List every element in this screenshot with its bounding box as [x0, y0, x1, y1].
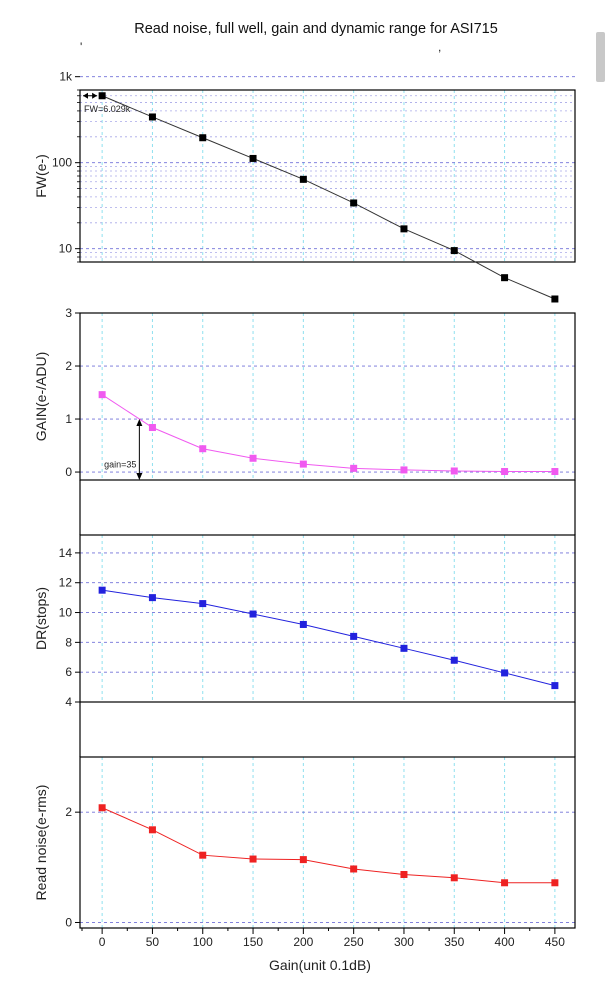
- x-tick-label: 250: [344, 935, 364, 949]
- arrow-head: [92, 92, 98, 99]
- y-tick-label: 3: [65, 306, 72, 320]
- data-point: [551, 682, 559, 690]
- panel-full-well: 10 100 1k FW(e-) FW=6.029k: [33, 70, 576, 303]
- y-tick-label: 14: [59, 546, 73, 560]
- x-tick-label: 300: [394, 935, 414, 949]
- y-tick-label: 0: [65, 465, 72, 479]
- data-point: [98, 804, 106, 812]
- data-point: [551, 468, 559, 476]
- y-axis-title: GAIN(e-/ADU): [33, 352, 49, 441]
- data-point: [350, 199, 358, 207]
- y-tick-label: 100: [52, 156, 72, 170]
- data-point: [450, 656, 458, 664]
- data-point: [450, 467, 458, 475]
- y-tick-label: 10: [59, 606, 73, 620]
- data-point: [148, 826, 156, 834]
- x-tick-label: 450: [545, 935, 565, 949]
- x-tick-label: 150: [243, 935, 263, 949]
- data-point: [98, 586, 106, 594]
- panel-gain: 0 1 2 3 GAIN(e-/ADU) gain=35: [33, 306, 576, 535]
- y-axis-title: DR(stops): [33, 587, 49, 650]
- y-tick-label: 1k: [59, 70, 73, 84]
- series-line: [101, 807, 555, 884]
- y-tick-label: 4: [65, 695, 72, 709]
- series-line: [102, 589, 556, 687]
- page-title: Read noise, full well, gain and dynamic …: [134, 21, 498, 37]
- y-tick-label: 1: [65, 412, 72, 426]
- data-point: [199, 134, 207, 142]
- data-point: [350, 464, 358, 472]
- arrow-head: [83, 92, 88, 99]
- y-tick-label: 10: [59, 242, 73, 256]
- data-point: [400, 225, 408, 233]
- data-point: [249, 454, 257, 462]
- data-point: [299, 620, 307, 628]
- data-point: [148, 113, 156, 121]
- arrow-head: [136, 419, 143, 427]
- y-axis-title: Read noise(e-rms): [33, 785, 49, 901]
- data-point: [299, 175, 307, 183]
- plot-frame: [79, 312, 576, 481]
- series-line: [101, 394, 555, 473]
- stray-mark: ': [80, 40, 82, 54]
- data-point: [350, 865, 358, 873]
- y-tick-label: 2: [65, 805, 72, 819]
- x-tick-label: 350: [444, 935, 464, 949]
- panel-dynamic-range: 4 6 8 10 12 14 DR(stops): [33, 534, 576, 757]
- data-point: [551, 879, 559, 887]
- series-line: [101, 95, 556, 300]
- data-point: [199, 445, 207, 453]
- y-tick-label: 6: [65, 665, 72, 679]
- x-axis-title: Gain(unit 0.1dB): [269, 957, 371, 973]
- data-point: [249, 855, 257, 863]
- data-point: [400, 644, 408, 652]
- scrollbar-thumb[interactable]: [596, 32, 605, 82]
- data-point: [551, 295, 559, 303]
- x-tick-label: 0: [99, 935, 106, 949]
- x-tick-label: 400: [495, 935, 515, 949]
- data-point: [98, 92, 106, 100]
- data-point: [299, 460, 307, 468]
- data-point: [350, 632, 358, 640]
- plot-frame: [79, 534, 576, 703]
- data-point: [400, 870, 408, 878]
- x-tick-label: 100: [193, 935, 213, 949]
- y-tick-label: 2: [65, 359, 72, 373]
- data-point: [501, 879, 509, 887]
- data-point: [148, 594, 156, 602]
- y-axis-title: FW(e-): [33, 154, 49, 198]
- data-point: [98, 391, 106, 399]
- annotation-label: FW=6.029k: [84, 104, 131, 114]
- data-point: [249, 610, 257, 618]
- data-point: [450, 247, 458, 255]
- x-tick-label: 200: [293, 935, 313, 949]
- x-tick-label: 50: [146, 935, 160, 949]
- panel-read-noise: 0 2 Read noise(e-rms): [33, 756, 576, 929]
- data-point: [501, 669, 509, 677]
- data-point: [299, 856, 307, 864]
- data-point: [450, 874, 458, 882]
- data-point: [501, 274, 509, 282]
- y-tick-label: 12: [59, 576, 73, 590]
- data-point: [148, 424, 156, 432]
- data-point: [199, 851, 207, 859]
- y-tick-label: 0: [65, 915, 72, 929]
- y-tick-label: 8: [65, 635, 72, 649]
- plot-frame: [79, 756, 576, 929]
- data-point: [199, 600, 207, 608]
- annotation-label: gain=35: [104, 459, 136, 469]
- data-point: [400, 466, 408, 474]
- stray-mark: ,: [438, 40, 441, 54]
- data-point: [501, 468, 509, 476]
- arrow-head: [136, 473, 143, 480]
- data-point: [249, 154, 257, 162]
